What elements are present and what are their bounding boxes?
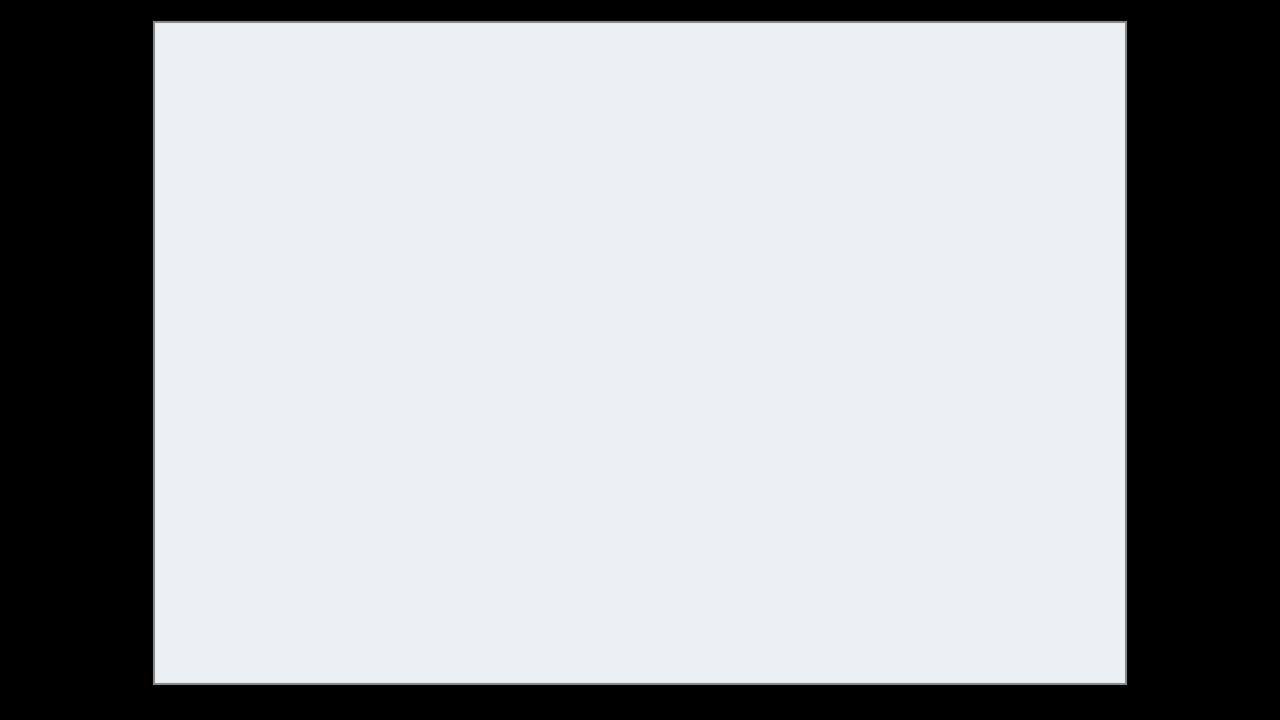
Bar: [1007, 44, 1126, 301]
Text: K: K: [312, 325, 340, 359]
Bar: [1015, 77, 1110, 104]
Text: ö: ö: [883, 310, 896, 330]
Text: −: −: [938, 184, 955, 202]
Text: →: →: [812, 487, 827, 506]
Bar: [1015, 222, 1110, 250]
Bar: [1015, 186, 1110, 213]
Bar: [189, 292, 205, 301]
Text: K: K: [618, 66, 662, 122]
FancyArrowPatch shape: [873, 389, 915, 396]
Text: ρ: ρ: [826, 430, 838, 449]
Text: +: +: [717, 184, 733, 202]
Text: (aq): (aq): [326, 225, 365, 243]
Bar: [1015, 150, 1110, 177]
Text: a: a: [663, 99, 681, 131]
FancyArrowPatch shape: [1050, 408, 1073, 426]
Text: (aq): (aq): [950, 222, 988, 241]
Text: −: −: [719, 280, 735, 298]
Bar: [189, 343, 205, 351]
Text: [H: [H: [570, 283, 608, 315]
Text: ö: ö: [960, 454, 973, 474]
FancyBboxPatch shape: [822, 114, 1007, 301]
FancyArrowPatch shape: [297, 243, 809, 423]
Text: ] [A: ] [A: [655, 283, 710, 315]
Circle shape: [872, 62, 960, 140]
Text: a: a: [342, 347, 355, 366]
Text: ö: ö: [960, 382, 973, 402]
Text: (aq): (aq): [727, 222, 765, 241]
Text: A: A: [896, 195, 922, 230]
FancyBboxPatch shape: [160, 22, 1120, 680]
Text: ∞: ∞: [1068, 300, 1083, 319]
Text: ö: ö: [890, 382, 902, 402]
Bar: [189, 393, 205, 402]
FancyBboxPatch shape: [787, 277, 1120, 612]
FancyBboxPatch shape: [787, 29, 1126, 331]
FancyBboxPatch shape: [787, 29, 1126, 331]
Bar: [787, 231, 1007, 307]
Text: ∞: ∞: [1068, 383, 1083, 402]
Text: ρ: ρ: [858, 343, 870, 362]
Text: H: H: [672, 195, 704, 230]
Bar: [1015, 114, 1110, 140]
Text: ö: ö: [890, 454, 902, 474]
Text: ö: ö: [1018, 310, 1030, 330]
Text: ρ: ρ: [928, 487, 941, 506]
Text: ⇌: ⇌: [476, 201, 509, 238]
Text: ρ: ρ: [1018, 487, 1030, 506]
Bar: [1015, 258, 1110, 286]
Text: ö: ö: [1030, 458, 1043, 478]
Text: ]: ]: [735, 283, 746, 315]
Text: =: =: [426, 325, 457, 359]
Text: [HA]: [HA]: [563, 366, 635, 397]
FancyArrowPatch shape: [812, 446, 851, 454]
Text: +: +: [801, 202, 832, 237]
Text: ö: ö: [838, 322, 851, 341]
Text: HA: HA: [260, 199, 316, 233]
FancyArrowPatch shape: [724, 258, 832, 353]
Text: +: +: [637, 280, 653, 298]
Text: ö: ö: [947, 310, 960, 330]
Text: ↖: ↖: [1055, 415, 1070, 434]
